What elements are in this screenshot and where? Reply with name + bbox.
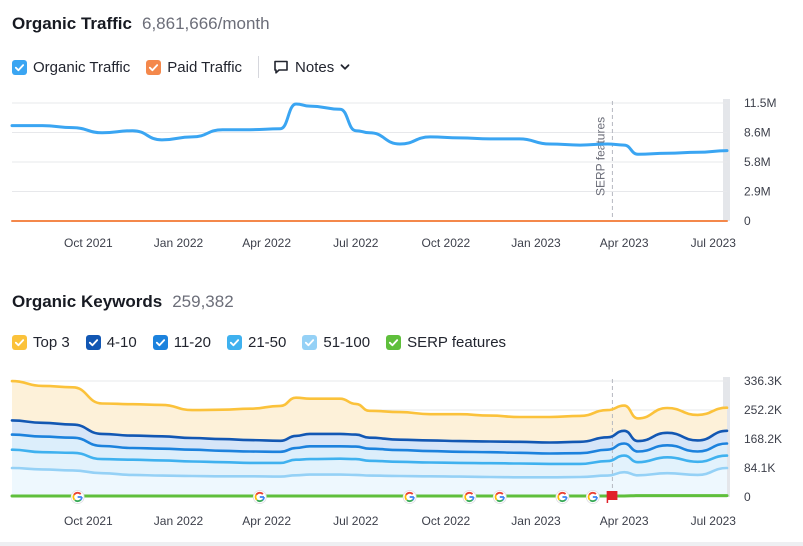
legend-11-20[interactable]: 11-20 bbox=[152, 334, 211, 351]
notes-dropdown[interactable]: Notes bbox=[273, 59, 350, 76]
y-tick-label: 5.8M bbox=[744, 155, 771, 169]
x-tick-label: Jul 2023 bbox=[691, 236, 737, 250]
keywords-value: 259,382 bbox=[172, 292, 234, 311]
x-tick-label: Oct 2022 bbox=[422, 236, 471, 250]
x-tick-label: Apr 2022 bbox=[242, 514, 291, 528]
chevron-down-icon bbox=[340, 64, 350, 70]
x-tick-label: Apr 2022 bbox=[242, 236, 291, 250]
x-tick-label: Jul 2023 bbox=[691, 514, 737, 528]
legend-serp-features[interactable]: SERP features bbox=[386, 334, 506, 351]
legend-21-50[interactable]: 21-50 bbox=[227, 334, 286, 351]
x-tick-label: Jan 2023 bbox=[511, 514, 561, 528]
serp-annotation-label: SERP features bbox=[593, 117, 607, 196]
checkbox-checked-icon[interactable] bbox=[12, 59, 27, 75]
checkbox-checked-icon[interactable] bbox=[227, 335, 242, 350]
x-tick-label: Apr 2023 bbox=[600, 236, 649, 250]
y-tick-label: 2.9M bbox=[744, 185, 771, 199]
google-icon[interactable] bbox=[585, 490, 600, 504]
traffic-value: 6,861,666/month bbox=[141, 14, 270, 33]
google-icon[interactable] bbox=[252, 490, 267, 504]
traffic-header: Organic Traffic 6,861,666/month bbox=[12, 14, 270, 34]
comment-icon bbox=[274, 60, 288, 74]
checkbox-checked-icon[interactable] bbox=[152, 335, 168, 350]
legend-4-10-label: 4-10 bbox=[106, 334, 137, 351]
series-line-51-100 bbox=[10, 466, 729, 479]
organic-keywords-chart[interactable]: 336.3K 252.2K 168.2K 84.1K 0 Oct 2021 Jan 2022… bbox=[0, 370, 803, 540]
flag-icon[interactable] bbox=[606, 491, 618, 503]
google-icon[interactable] bbox=[402, 490, 417, 504]
series-line-top-3 bbox=[10, 379, 729, 420]
y-tick-label: 84.1K bbox=[744, 461, 775, 475]
google-icon[interactable] bbox=[70, 490, 85, 504]
x-tick-label: Oct 2022 bbox=[422, 514, 471, 528]
chart-edge-strip bbox=[723, 99, 730, 221]
legend-serp-features-label: SERP features bbox=[407, 334, 507, 351]
traffic-legend: Organic Traffic Paid Traffic Notes bbox=[12, 56, 350, 78]
x-tick-label: Jan 2022 bbox=[154, 514, 204, 528]
traffic-title: Organic Traffic bbox=[12, 14, 132, 33]
checkbox-checked-icon[interactable] bbox=[302, 335, 318, 350]
y-tick-label: 252.2K bbox=[744, 403, 782, 417]
legend-divider bbox=[258, 56, 260, 78]
series-line-organic-traffic bbox=[10, 102, 729, 156]
x-tick-label: Jul 2022 bbox=[333, 514, 379, 528]
google-icon[interactable] bbox=[555, 490, 570, 504]
google-icon[interactable] bbox=[462, 490, 477, 504]
legend-paid-traffic[interactable]: Paid Traffic bbox=[146, 59, 242, 76]
x-tick-label: Apr 2023 bbox=[600, 514, 649, 528]
legend-51-100[interactable]: 51-100 bbox=[302, 334, 370, 351]
legend-paid-traffic-label: Paid Traffic bbox=[167, 58, 243, 76]
legend-organic-traffic[interactable]: Organic Traffic bbox=[12, 59, 130, 76]
bottom-divider bbox=[0, 542, 803, 546]
series-line-4-10 bbox=[10, 419, 729, 444]
checkbox-checked-icon[interactable] bbox=[12, 335, 27, 350]
x-tick-label: Oct 2021 bbox=[64, 236, 113, 250]
keywords-title: Organic Keywords bbox=[12, 292, 163, 311]
legend-11-20-label: 11-20 bbox=[173, 334, 211, 351]
checkbox-checked-icon[interactable] bbox=[85, 335, 101, 350]
legend-21-50-label: 21-50 bbox=[248, 334, 287, 351]
y-tick-label: 336.3K bbox=[744, 374, 782, 388]
series-line-21-50 bbox=[10, 448, 729, 466]
legend-51-100-label: 51-100 bbox=[323, 334, 371, 351]
notes-label: Notes bbox=[295, 58, 335, 76]
legend-organic-traffic-label: Organic Traffic bbox=[33, 58, 131, 76]
keywords-header: Organic Keywords 259,382 bbox=[12, 292, 234, 312]
y-tick-label: 0 bbox=[744, 214, 751, 228]
legend-top-3-label: Top 3 bbox=[33, 334, 70, 351]
keywords-legend: Top 3 4-10 11-20 21-50 51-100 SERP features bbox=[12, 334, 522, 351]
series-area-51-100 bbox=[12, 468, 727, 497]
x-tick-label: Jan 2023 bbox=[511, 236, 561, 250]
checkbox-checked-icon[interactable] bbox=[146, 59, 162, 75]
x-tick-label: Jan 2022 bbox=[154, 236, 204, 250]
y-tick-label: 11.5M bbox=[744, 96, 776, 110]
google-icon[interactable] bbox=[492, 490, 507, 504]
checkbox-checked-icon[interactable] bbox=[386, 335, 402, 350]
y-tick-label: 0 bbox=[744, 490, 751, 504]
x-tick-label: Jul 2022 bbox=[333, 236, 379, 250]
legend-top-3[interactable]: Top 3 bbox=[12, 334, 70, 351]
legend-4-10[interactable]: 4-10 bbox=[85, 334, 137, 351]
x-tick-label: Oct 2021 bbox=[64, 514, 113, 528]
y-tick-label: 168.2K bbox=[744, 432, 782, 446]
y-tick-label: 8.6M bbox=[744, 126, 771, 140]
organic-traffic-chart[interactable]: 11.5M 8.6M 5.8M 2.9M 0 Oct 2021 Jan 2022 Apr 20… bbox=[0, 92, 803, 252]
series-line-11-20 bbox=[10, 433, 729, 455]
